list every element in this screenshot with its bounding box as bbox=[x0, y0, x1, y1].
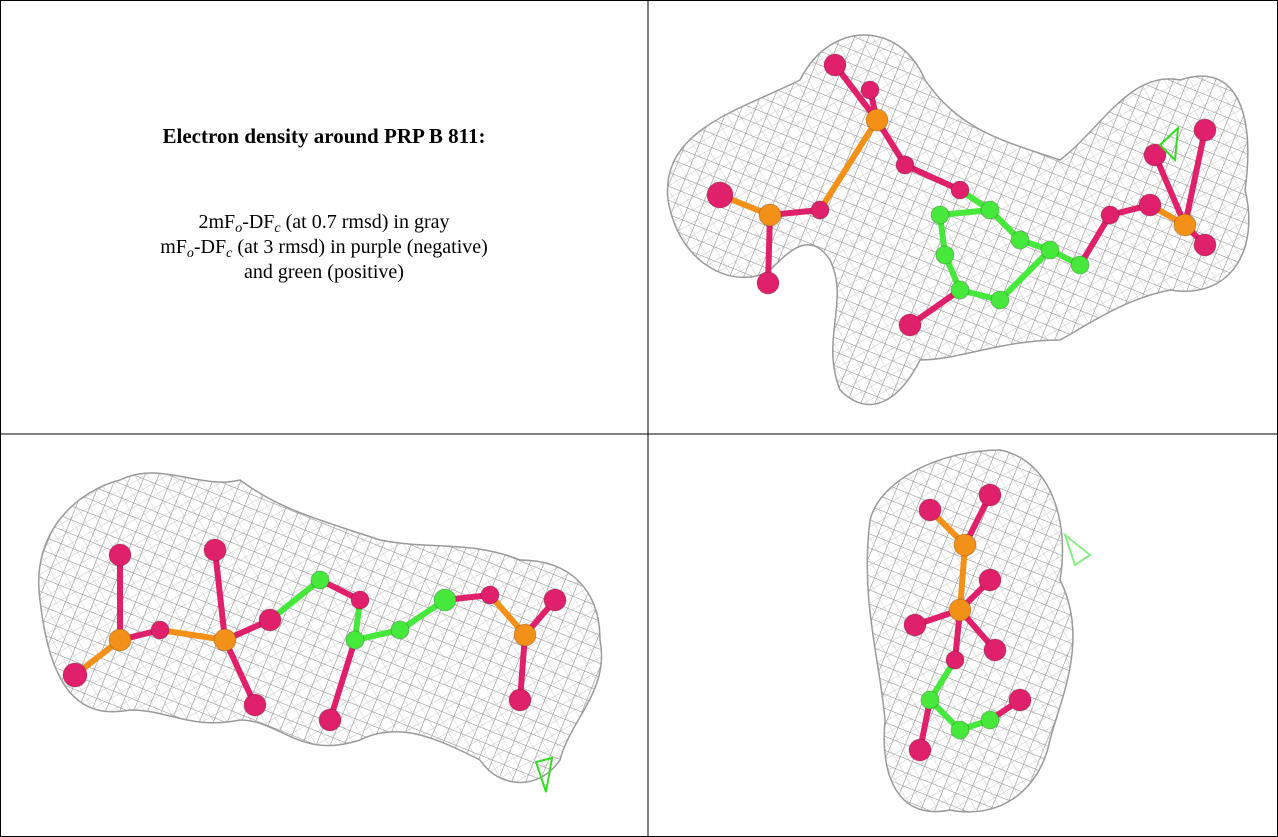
atom bbox=[1009, 689, 1031, 711]
atom bbox=[214, 629, 236, 651]
atom bbox=[984, 639, 1006, 661]
atom bbox=[946, 651, 964, 669]
atom bbox=[1139, 194, 1161, 216]
text: 2mF bbox=[199, 211, 236, 233]
atom bbox=[204, 539, 226, 561]
atom bbox=[259, 609, 281, 631]
atom bbox=[921, 691, 939, 709]
atom bbox=[63, 663, 87, 687]
atom bbox=[979, 484, 1001, 506]
atom bbox=[919, 499, 941, 521]
text: (at 3 rmsd) in purple (negative) bbox=[232, 236, 487, 258]
atom bbox=[346, 631, 364, 649]
atom bbox=[811, 201, 829, 219]
atom bbox=[1194, 119, 1216, 141]
atom bbox=[759, 204, 781, 226]
atom bbox=[866, 109, 888, 131]
atom bbox=[909, 739, 931, 761]
atom bbox=[899, 314, 921, 336]
legend-line: mFo-DFc (at 3 rmsd) in purple (negative) bbox=[0, 235, 648, 260]
text: -DF bbox=[242, 211, 274, 233]
atom bbox=[481, 586, 499, 604]
atom bbox=[981, 201, 999, 219]
atom bbox=[824, 54, 846, 76]
atom bbox=[544, 589, 566, 611]
atom bbox=[1071, 256, 1089, 274]
atom bbox=[319, 709, 341, 731]
atom bbox=[707, 182, 733, 208]
atom bbox=[936, 246, 954, 264]
atom bbox=[514, 624, 536, 646]
atom bbox=[391, 621, 409, 639]
atom bbox=[904, 614, 926, 636]
legend-line: 2mFo-DFc (at 0.7 rmsd) in gray bbox=[0, 210, 648, 235]
atom bbox=[757, 272, 779, 294]
atom bbox=[1011, 231, 1029, 249]
atom bbox=[1194, 234, 1216, 256]
text: (at 0.7 rmsd) in gray bbox=[281, 211, 450, 233]
density-mesh bbox=[667, 35, 1248, 404]
atom bbox=[991, 291, 1009, 309]
atom bbox=[861, 81, 879, 99]
atom bbox=[949, 599, 971, 621]
atom bbox=[244, 694, 266, 716]
atom bbox=[951, 181, 969, 199]
density-mesh bbox=[867, 450, 1073, 812]
atom bbox=[981, 711, 999, 729]
atom bbox=[979, 569, 1001, 591]
atom bbox=[351, 591, 369, 609]
atom bbox=[951, 721, 969, 739]
atom bbox=[1041, 241, 1059, 259]
atom bbox=[434, 589, 456, 611]
atom bbox=[109, 629, 131, 651]
subscript: o bbox=[187, 246, 194, 261]
density-images bbox=[39, 35, 1249, 812]
atom bbox=[151, 621, 169, 639]
figure: Electron density around PRP B 811: 2mFo-… bbox=[0, 0, 1278, 837]
atom bbox=[311, 571, 329, 589]
text: and green (positive) bbox=[244, 261, 404, 283]
atom bbox=[954, 534, 976, 556]
atom bbox=[1101, 206, 1119, 224]
atom bbox=[931, 206, 949, 224]
atom bbox=[1174, 214, 1196, 236]
atom bbox=[109, 544, 131, 566]
atom bbox=[896, 156, 914, 174]
positive-density bbox=[1065, 535, 1090, 565]
atom bbox=[951, 281, 969, 299]
atom bbox=[509, 689, 531, 711]
legend-line: and green (positive) bbox=[0, 260, 648, 285]
caption-title: Electron density around PRP B 811: bbox=[0, 124, 648, 149]
text: -DF bbox=[194, 236, 226, 258]
text: mF bbox=[160, 236, 187, 258]
